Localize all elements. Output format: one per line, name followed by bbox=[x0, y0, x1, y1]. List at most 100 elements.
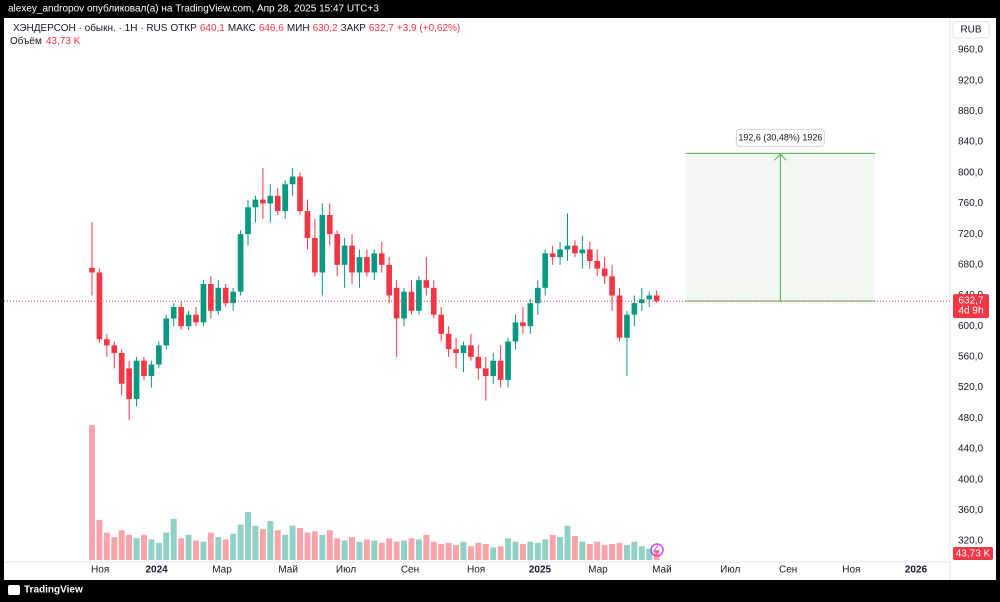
volume-bar bbox=[482, 543, 489, 560]
candle-body bbox=[200, 283, 207, 323]
chart-area bbox=[4, 18, 996, 580]
x-tick-label: Мар bbox=[212, 565, 232, 576]
volume-bar bbox=[557, 537, 564, 560]
volume-bar bbox=[207, 532, 214, 560]
currency: RUB bbox=[960, 25, 981, 36]
volume-bar bbox=[222, 539, 229, 560]
volume-bar bbox=[646, 548, 653, 560]
volume-bar bbox=[341, 540, 348, 560]
candle-body bbox=[601, 268, 608, 277]
candle-body bbox=[438, 314, 445, 334]
volume-bar bbox=[148, 539, 155, 560]
volume-bar bbox=[601, 545, 608, 560]
volume-bar bbox=[311, 531, 318, 560]
candle-body bbox=[408, 291, 415, 311]
candle-body bbox=[594, 260, 601, 269]
candle-body bbox=[141, 360, 147, 377]
volume-bar bbox=[89, 425, 95, 560]
y-tick-label: 920,0 bbox=[958, 75, 983, 86]
candle-body bbox=[520, 322, 526, 327]
candle-body bbox=[416, 280, 422, 311]
y-tick-label: 680,0 bbox=[958, 259, 983, 270]
candle-body bbox=[393, 287, 400, 319]
x-tick-label: Май bbox=[652, 565, 672, 576]
y-tick-label: 480,0 bbox=[958, 413, 983, 424]
y-tick-label: 760,0 bbox=[958, 198, 983, 209]
volume-bar bbox=[512, 541, 519, 560]
candle-body bbox=[104, 339, 110, 346]
volume-bar bbox=[133, 538, 140, 560]
volume-bar bbox=[363, 539, 370, 560]
volume-bar bbox=[356, 541, 363, 560]
x-tick-label: Ноя bbox=[842, 565, 860, 576]
currency-box bbox=[952, 21, 990, 39]
candle-body bbox=[586, 249, 593, 261]
price-box bbox=[953, 294, 989, 319]
legend-value: 646,6 bbox=[259, 23, 284, 34]
volume-legend: Объём 43,73 K bbox=[10, 35, 81, 47]
volume-bar bbox=[527, 541, 534, 560]
volume-bar bbox=[415, 539, 422, 560]
volume-box bbox=[953, 547, 993, 560]
volume-bar bbox=[497, 546, 504, 560]
x-tick-label: 2024 bbox=[145, 565, 168, 576]
candle-body bbox=[542, 253, 549, 288]
volume-bar bbox=[170, 518, 177, 560]
event-icon[interactable] bbox=[650, 543, 664, 557]
legend: ХЭНДЕРСОН · обыкн. · 1Н · RUS ОТКР 640,1 МА… bbox=[13, 22, 460, 34]
volume-bar bbox=[586, 543, 593, 560]
x-tick-label: Мар bbox=[588, 565, 608, 576]
volume-bar bbox=[215, 537, 222, 560]
measure-arrowhead bbox=[774, 153, 787, 161]
candle-body bbox=[616, 295, 623, 338]
candle-body bbox=[326, 214, 333, 235]
candle-body bbox=[564, 245, 571, 250]
candle-body bbox=[193, 314, 199, 323]
candle-body bbox=[252, 199, 259, 208]
volume-bar bbox=[616, 542, 623, 560]
candle-body bbox=[609, 276, 615, 296]
volume-bar bbox=[638, 546, 645, 560]
candle-body bbox=[378, 253, 385, 265]
y-tick-label: 800,0 bbox=[958, 167, 983, 178]
volume-bar bbox=[386, 538, 393, 560]
candle-body bbox=[453, 349, 459, 354]
candle-body bbox=[89, 267, 95, 273]
candle-body bbox=[490, 360, 497, 377]
candle-body bbox=[245, 207, 251, 235]
volume-bar bbox=[564, 525, 571, 560]
candle-body bbox=[653, 295, 660, 302]
candle-body bbox=[349, 245, 355, 273]
volume-bar bbox=[579, 541, 586, 560]
candle-body bbox=[222, 287, 229, 304]
y-tick-label: 880,0 bbox=[958, 106, 983, 117]
y-tick-label: 400,0 bbox=[958, 474, 983, 485]
candle-body bbox=[133, 360, 140, 400]
volume-bar bbox=[438, 543, 445, 560]
candle-body bbox=[557, 249, 563, 258]
volume-bar bbox=[319, 534, 326, 560]
volume-bar bbox=[141, 534, 147, 560]
volume-bar bbox=[453, 545, 460, 560]
candle-body bbox=[230, 291, 236, 304]
candle-body bbox=[148, 364, 155, 377]
volume-bar bbox=[118, 530, 125, 560]
candle-body bbox=[579, 249, 586, 254]
candle-body bbox=[624, 314, 630, 338]
x-tick-label: Сен bbox=[401, 565, 419, 576]
volume-box-label: 43,73 K bbox=[956, 549, 991, 560]
volume-bar bbox=[549, 534, 556, 560]
footer-logo bbox=[8, 585, 20, 595]
candle-body bbox=[297, 176, 303, 212]
candle-body bbox=[482, 368, 489, 377]
x-tick-label: Июл bbox=[336, 565, 356, 576]
volume-bar bbox=[631, 541, 638, 560]
volume-bar bbox=[393, 541, 400, 560]
volume-bar bbox=[200, 541, 207, 560]
candle-body bbox=[423, 280, 430, 288]
header: alexey_andropov опубликовал(а) на Tradin… bbox=[8, 3, 379, 15]
price-label: 632,7 bbox=[958, 296, 983, 307]
candle-body bbox=[156, 345, 162, 365]
